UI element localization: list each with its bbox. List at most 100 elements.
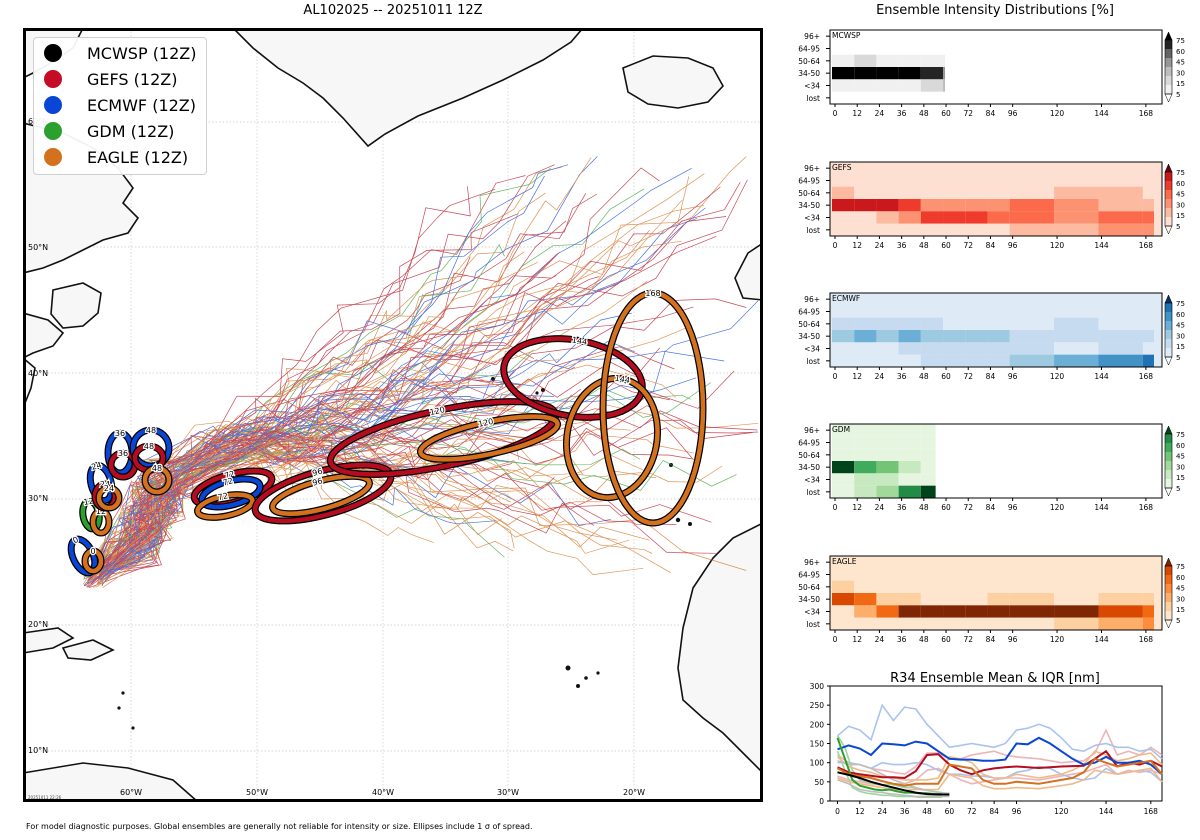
heat-cell	[898, 162, 921, 175]
r34-y-tick: 250	[810, 701, 825, 710]
heat-cell	[1009, 305, 1055, 318]
heat-cell	[1009, 568, 1055, 581]
heat-cell	[1054, 199, 1099, 212]
heat-cell	[854, 593, 877, 606]
y-tick-label: 96+	[804, 426, 820, 435]
heat-cell	[920, 54, 944, 67]
heat-cell	[898, 67, 921, 80]
ensemble-track	[90, 193, 598, 585]
x-tick-label: 24	[875, 635, 885, 644]
colorbar-tick: 5	[1176, 354, 1180, 362]
heat-cell	[1009, 330, 1055, 343]
colorbar-tick: 15	[1176, 212, 1185, 220]
heat-cell	[987, 223, 1010, 236]
x-tick-label: 12	[852, 109, 862, 118]
heat-cell	[965, 211, 988, 224]
heat-cell	[832, 568, 855, 581]
colorbar-tick: 60	[1176, 48, 1185, 56]
heat-cell	[832, 605, 855, 618]
heat-cell	[1054, 605, 1099, 618]
r34-y-tick: 300	[810, 682, 825, 691]
legend-item-ecmwf: ECMWF (12Z)	[44, 92, 196, 118]
colorbar-tick: 75	[1176, 300, 1185, 308]
x-tick-label: 36	[897, 503, 907, 512]
lon-label-40w: 40°W	[372, 788, 395, 797]
heat-cell	[1098, 556, 1143, 569]
ensemble-track	[83, 252, 560, 575]
heat-cell	[876, 211, 899, 224]
heat-cell	[1054, 223, 1099, 236]
heat-cell	[1009, 199, 1055, 212]
heat-cell	[832, 436, 855, 449]
uncertainty-ellipses: 0012122424243636484848727272969612012014…	[67, 288, 707, 577]
heat-cell	[1098, 162, 1143, 175]
ensemble-track	[101, 442, 515, 583]
y-tick-label: lost	[806, 488, 820, 497]
r34-series-eagle-mean	[837, 757, 1163, 787]
heat-cell	[987, 174, 1010, 187]
y-tick-label: <34	[804, 214, 820, 223]
heat-cell	[854, 79, 877, 92]
ellipse-label: 0	[71, 535, 79, 545]
heat-cell	[920, 162, 944, 175]
heat-cell	[898, 174, 921, 187]
heat-cell	[965, 556, 988, 569]
r34-series-mcwsp-q25	[837, 779, 950, 798]
x-tick-label: 60	[941, 109, 951, 118]
r34-x-tick: 168	[1144, 807, 1159, 816]
heat-cell	[920, 424, 936, 437]
heat-cell	[1054, 593, 1099, 606]
heat-cell	[943, 186, 966, 199]
heat-cell	[1054, 162, 1099, 175]
colorbar-tick: 75	[1176, 169, 1185, 177]
x-tick-label: 60	[941, 372, 951, 381]
heat-cell	[898, 305, 921, 318]
y-tick-label: 34-50	[798, 595, 820, 604]
colorbar-tick: 45	[1176, 191, 1185, 199]
heat-cell	[920, 580, 944, 593]
heat-cell	[920, 473, 936, 486]
heat-cell	[854, 424, 877, 437]
heat-cell	[943, 354, 966, 367]
heat-cell	[876, 568, 899, 581]
colorbar-tick: 30	[1176, 595, 1185, 603]
ellipse-label: 48	[152, 464, 162, 473]
heat-cell	[854, 174, 877, 187]
heat-cell	[898, 330, 921, 343]
ensemble-track	[83, 347, 661, 586]
intensity-panel-ecmwf: ECMWF 96+ 64-95 50-64 34-50 <34 lost 0 12 24 36 48 6…	[798, 292, 1185, 381]
iceland	[622, 55, 724, 109]
ensemble-track	[99, 193, 587, 570]
heat-cell	[854, 436, 877, 449]
y-tick-label: <34	[804, 82, 820, 91]
heat-cell	[943, 223, 966, 236]
y-tick-label: 50-64	[798, 583, 820, 592]
heat-cell	[920, 605, 944, 618]
x-tick-label: 36	[897, 372, 907, 381]
ellipse-eagle-144h: 144	[562, 372, 662, 502]
heat-cell	[854, 305, 877, 318]
ellipse-label: 12	[96, 507, 106, 516]
colorbar-tick: 45	[1176, 453, 1185, 461]
heat-cell	[832, 54, 855, 67]
y-tick-label: 64-95	[798, 439, 820, 448]
y-tick-label: 34-50	[798, 332, 820, 341]
heat-cell	[832, 186, 855, 199]
heat-cell	[1142, 556, 1154, 569]
heat-cell	[965, 199, 988, 212]
iberia	[734, 242, 763, 301]
heat-cell	[876, 330, 899, 343]
heat-cell	[854, 448, 877, 461]
ellipse-eagle-24h: 24	[95, 483, 123, 512]
lat-label-50n: 50°N	[28, 243, 49, 252]
y-tick-label: 34-50	[798, 69, 820, 78]
x-tick-label: 144	[1094, 109, 1109, 118]
colorbar-tick: 75	[1176, 431, 1185, 439]
colorbar-tick: 30	[1176, 201, 1185, 209]
x-tick-label: 60	[941, 635, 951, 644]
y-tick-label: <34	[804, 345, 820, 354]
x-tick-label: 120	[1050, 241, 1065, 250]
x-tick-label: 120	[1050, 109, 1065, 118]
ellipse-label: 144	[614, 374, 631, 386]
heat-cell	[920, 448, 936, 461]
